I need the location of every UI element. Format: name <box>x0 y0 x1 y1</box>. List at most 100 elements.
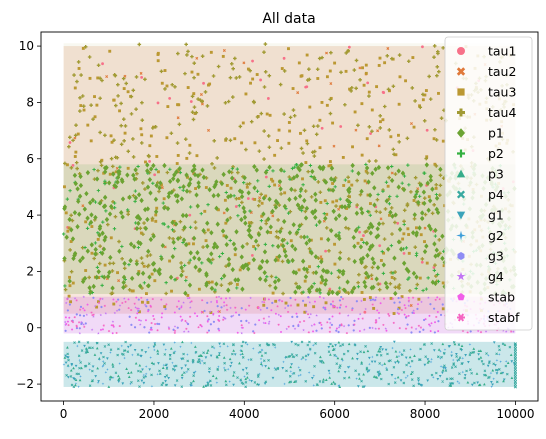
point-p1 <box>400 170 406 176</box>
point-p1 <box>197 267 203 273</box>
point-p1 <box>330 187 336 193</box>
point-tau3 <box>268 113 272 117</box>
point-p4 <box>264 351 267 355</box>
point-p1 <box>368 230 373 236</box>
point-p1 <box>293 195 298 202</box>
point-p1 <box>94 176 100 182</box>
point-g2 <box>78 358 82 362</box>
point-p1 <box>146 283 151 289</box>
point-stabf <box>351 308 354 312</box>
point-stab <box>241 326 244 329</box>
point-stabf <box>184 319 187 323</box>
point-g4 <box>315 314 318 317</box>
point-p2 <box>380 249 384 254</box>
point-tau3 <box>193 112 197 115</box>
point-p4 <box>298 368 302 372</box>
point-tau3 <box>389 135 393 139</box>
point-tau3 <box>162 197 166 201</box>
point-p4 <box>264 380 268 384</box>
point-stab <box>188 296 191 299</box>
point-p3 <box>365 367 369 371</box>
point-p1 <box>212 241 218 247</box>
point-stabf <box>387 312 390 316</box>
point-tau4 <box>165 170 170 175</box>
point-p1 <box>181 237 187 243</box>
point-tau4 <box>346 49 350 53</box>
point-p2 <box>96 231 100 235</box>
point-p4 <box>423 343 426 346</box>
point-tau3 <box>137 270 141 273</box>
x-tick-label: 2000 <box>139 407 170 421</box>
point-g4 <box>346 314 350 317</box>
point-g1 <box>490 381 493 384</box>
point-g3 <box>79 305 82 309</box>
point-p2 <box>188 258 192 262</box>
point-tau3 <box>187 242 191 246</box>
series-band-p3 <box>63 341 516 387</box>
point-g4 <box>363 328 366 331</box>
point-p3 <box>139 369 143 373</box>
point-tau4 <box>386 87 391 92</box>
point-tau3 <box>363 179 367 183</box>
point-tau4 <box>262 129 266 133</box>
point-tau3 <box>378 56 382 60</box>
point-stabf <box>341 297 345 301</box>
point-g1 <box>165 363 168 367</box>
point-tau4 <box>383 207 388 211</box>
point-p4 <box>304 354 308 358</box>
point-p1 <box>397 226 403 233</box>
point-p1 <box>326 290 331 297</box>
point-tau3 <box>341 156 345 159</box>
point-p1 <box>187 282 193 288</box>
point-p2 <box>282 169 286 174</box>
point-g1 <box>70 362 74 366</box>
point-g3 <box>240 319 243 323</box>
point-tau4 <box>432 44 437 48</box>
point-g2 <box>228 380 232 383</box>
point-p4 <box>364 345 367 348</box>
point-tau4 <box>148 253 153 257</box>
point-p1 <box>131 243 137 250</box>
point-tau3 <box>224 221 228 225</box>
point-p1 <box>365 252 370 259</box>
point-stab <box>412 312 416 315</box>
point-g3 <box>100 305 103 309</box>
point-p3 <box>217 353 221 357</box>
point-p1 <box>100 230 105 236</box>
legend-label-tau2: tau2 <box>488 64 516 79</box>
point-tau3 <box>163 69 167 72</box>
point-tau3 <box>356 241 360 245</box>
point-p1 <box>364 165 370 171</box>
point-tau4 <box>378 114 383 118</box>
point-tau3 <box>303 279 307 283</box>
point-p4 <box>102 355 105 359</box>
point-stabf <box>222 318 225 321</box>
point-p1 <box>88 289 93 295</box>
point-tau3 <box>186 294 190 297</box>
point-p1 <box>384 198 389 204</box>
point-p1 <box>440 255 445 261</box>
series-band-tau2 <box>63 46 516 314</box>
point-stabf <box>276 305 279 308</box>
point-tau3 <box>86 123 90 127</box>
point-g4 <box>267 322 271 325</box>
point-p1 <box>220 228 226 234</box>
point-p2 <box>366 209 370 214</box>
point-tau4 <box>320 55 324 60</box>
point-stabf <box>98 301 101 304</box>
point-p2 <box>356 285 361 289</box>
point-g4 <box>407 304 411 307</box>
point-tau4 <box>306 169 310 174</box>
point-tau3 <box>367 90 371 94</box>
point-g3 <box>469 330 472 333</box>
point-p1 <box>241 265 246 271</box>
point-tau4 <box>346 226 351 231</box>
point-g3 <box>329 303 332 306</box>
point-stabf <box>199 323 202 327</box>
point-p2 <box>95 265 100 270</box>
point-g2 <box>245 342 249 346</box>
point-g2 <box>367 362 371 366</box>
point-stab <box>160 298 163 301</box>
point-tau4 <box>388 281 393 286</box>
point-tau4 <box>393 270 397 274</box>
